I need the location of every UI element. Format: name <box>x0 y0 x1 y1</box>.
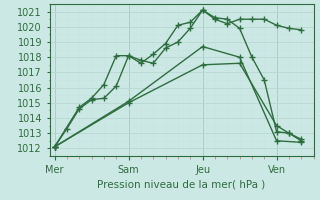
X-axis label: Pression niveau de la mer( hPa ): Pression niveau de la mer( hPa ) <box>98 179 266 189</box>
